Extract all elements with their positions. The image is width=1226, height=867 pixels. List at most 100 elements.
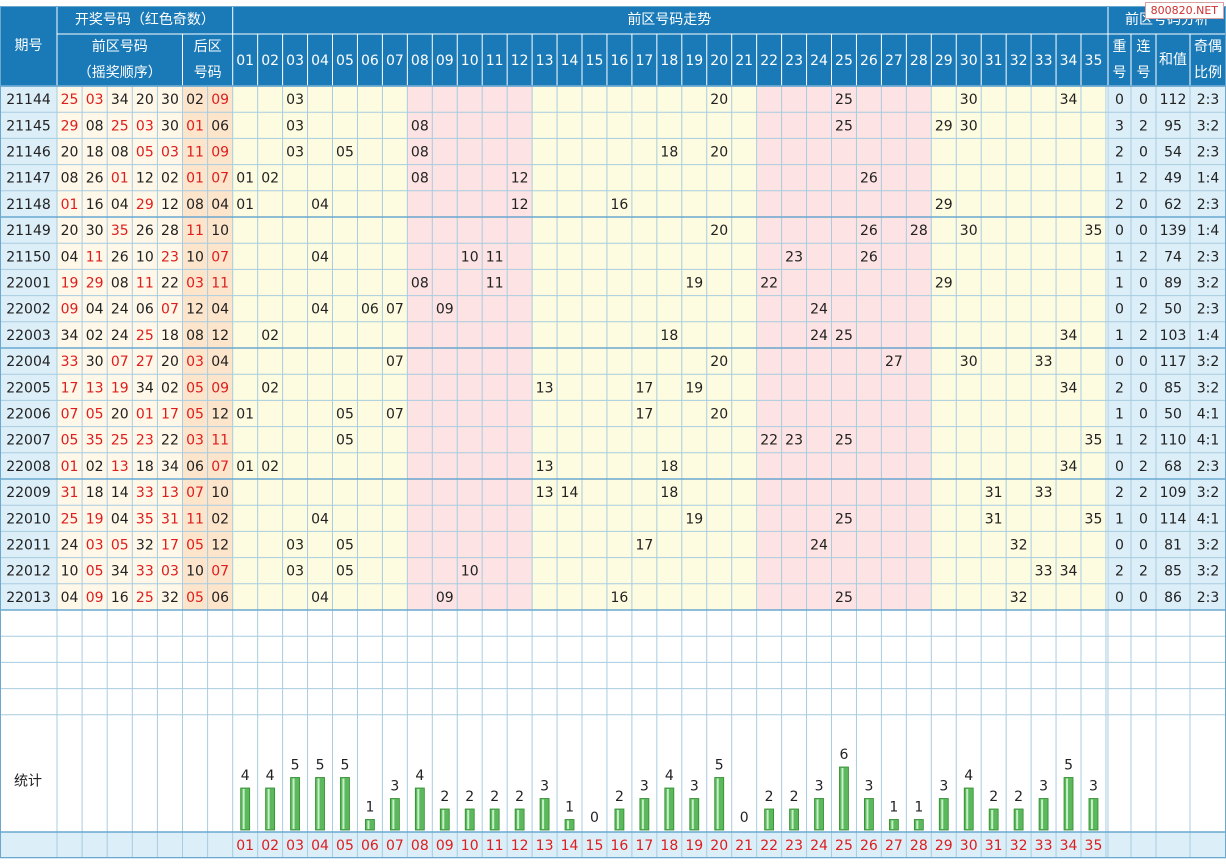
repeat-cell: 1 [1115,249,1124,265]
stat-bar-shine [442,810,445,829]
back-number: 03 [186,354,204,370]
trend-hit: 13 [536,485,554,501]
trend-col-header: 14 [561,53,579,69]
stat-bar-02 [265,787,276,831]
front-number: 30 [86,223,104,239]
back-number: 06 [211,590,229,606]
stat-bar-28 [913,819,924,831]
repeat-cell: 0 [1115,354,1124,370]
stat-value-12: 2 [515,789,524,805]
stat-bar-shine [941,799,944,829]
ratio-cell: 2:3 [1197,249,1220,265]
sum-cell: 95 [1164,118,1182,134]
repeat-cell: 1 [1115,433,1124,449]
trend-hit: 07 [386,354,404,370]
front-number: 30 [86,354,104,370]
ratio-cell: 2:3 [1197,197,1220,213]
front-number: 14 [111,485,129,501]
stat-bar-16 [614,808,625,831]
back-number: 01 [186,171,204,187]
footer-col-label: 10 [461,838,479,854]
period-cell: 22007 [6,433,51,449]
stat-bar-22 [764,808,775,831]
front-number: 20 [61,223,79,239]
front-number: 22 [161,276,179,292]
front-number: 25 [111,433,129,449]
trend-col-header: 28 [910,53,928,69]
repeat-cell: 0 [1115,223,1124,239]
sum-cell: 68 [1164,459,1182,475]
sum-header: 和值 [1159,52,1187,68]
trend-col-header: 32 [1010,53,1028,69]
back-number: 02 [211,511,229,527]
stat-bar-shine [866,799,869,829]
ratio-cell: 3:2 [1197,354,1220,370]
stat-value-34: 5 [1064,758,1073,774]
front-number: 35 [86,433,104,449]
repeat-cell: 0 [1115,92,1124,108]
front-number: 18 [86,145,104,161]
consec-cell: 0 [1139,145,1148,161]
sum-cell: 112 [1160,92,1187,108]
stat-bar-shine [1090,799,1093,829]
stat-bar-shine [816,799,819,829]
stat-bar-shine [616,810,619,829]
footer-col-label: 24 [810,838,828,854]
period-header: 期号 [15,38,43,54]
stat-bar-shine [691,799,694,829]
back-number: 05 [186,407,204,423]
trend-hit: 19 [685,380,703,396]
stat-value-25: 6 [840,747,849,763]
trend-hit: 26 [860,223,878,239]
front-number: 05 [61,433,79,449]
consec-cell: 2 [1139,171,1148,187]
front-zone-sub: （摇奖顺序） [78,64,162,81]
draw-title: 开奖号码（红色奇数） [75,11,215,28]
back-number: 08 [186,328,204,344]
stat-bar-shine [317,778,320,829]
period-cell: 22006 [6,407,51,423]
trend-hit: 04 [311,590,329,606]
trend-col-header: 16 [611,53,629,69]
footer-col-label: 16 [611,838,629,854]
back-number: 12 [211,538,229,554]
stat-bar-shine [417,789,420,829]
stat-bar-04 [315,777,325,831]
stat-bar-35 [1088,798,1099,831]
footer-col-label: 33 [1035,838,1053,854]
repeat-cell: 2 [1115,197,1124,213]
stat-bar-32 [1013,808,1024,831]
footer-col-label: 23 [785,838,803,854]
ratio-header: 奇偶 [1194,38,1222,55]
front-number: 07 [161,302,179,318]
front-number: 01 [61,459,79,475]
stat-bar-shine [242,789,245,829]
front-number: 05 [86,564,104,580]
trend-hit: 18 [660,485,678,501]
back-number: 10 [211,485,229,501]
stat-bar-18 [664,787,675,831]
trend-hit: 28 [910,223,928,239]
trend-hit: 02 [261,171,279,187]
front-number: 03 [161,564,179,580]
ratio-cell: 3:2 [1197,485,1220,501]
trend-hit: 17 [635,407,653,423]
front-number: 10 [136,249,154,265]
trend-hit: 32 [1010,538,1028,554]
trend-col-header: 13 [536,53,554,69]
footer-col-label: 35 [1085,838,1103,854]
period-cell: 21147 [6,171,51,187]
front-number: 05 [111,538,129,554]
front-number: 20 [161,354,179,370]
trend-col-header: 02 [261,53,279,69]
trend-hit: 20 [710,407,728,423]
trend-hit: 18 [660,328,678,344]
footer-col-label: 09 [436,838,454,854]
front-number: 26 [136,223,154,239]
trend-hit: 35 [1085,433,1103,449]
back-number: 11 [186,145,204,161]
sum-cell: 139 [1160,223,1187,239]
stat-value-17: 3 [640,779,649,795]
front-number: 29 [136,197,154,213]
front-number: 03 [86,92,104,108]
